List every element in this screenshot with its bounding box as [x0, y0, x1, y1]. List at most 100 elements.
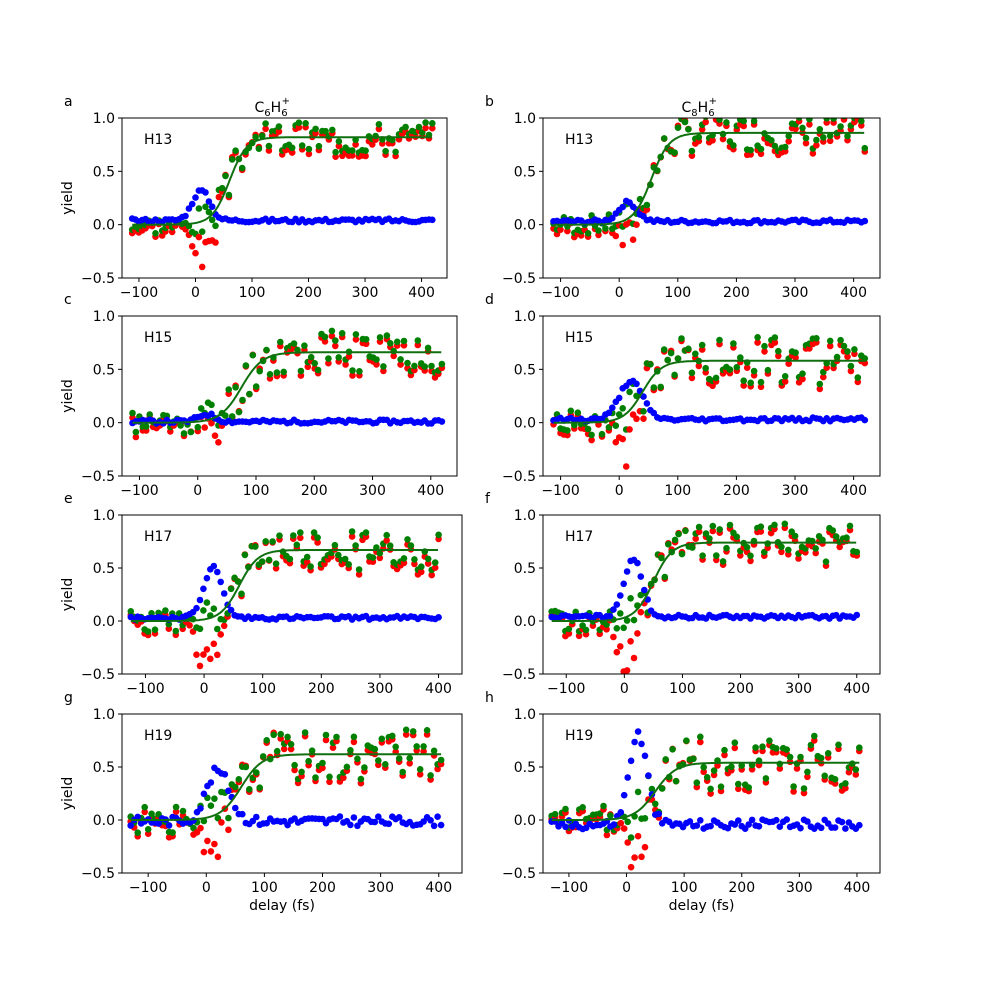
green-point — [627, 595, 634, 602]
x-tick-label: 300 — [782, 483, 809, 499]
green-point — [322, 127, 329, 135]
red-point — [200, 848, 208, 856]
green-point — [169, 829, 176, 836]
red-point — [349, 152, 356, 159]
green-point — [144, 628, 152, 635]
green-point — [207, 802, 215, 809]
green-point — [781, 373, 789, 380]
red-point — [201, 424, 208, 431]
green-point — [778, 543, 785, 551]
x-tick-label: 300 — [786, 880, 813, 896]
red-point — [775, 352, 782, 360]
red-point — [193, 651, 200, 658]
red-point — [352, 336, 360, 343]
blue-point — [371, 818, 379, 826]
green-point — [781, 520, 789, 528]
x-tick-label: 0 — [202, 880, 211, 896]
green-point — [588, 431, 595, 439]
x-tick-label: 100 — [669, 681, 696, 697]
green-point — [768, 137, 775, 144]
red-point — [804, 773, 811, 781]
green-point — [335, 354, 343, 361]
blue-point — [220, 590, 228, 597]
red-point — [220, 622, 228, 630]
green-point — [177, 422, 184, 429]
x-tick-label: 400 — [417, 483, 444, 499]
green-point — [301, 342, 308, 350]
panel-letter: d — [485, 292, 494, 308]
green-point — [634, 788, 642, 796]
green-point — [674, 355, 682, 362]
blue-point — [617, 809, 625, 816]
blue-point — [430, 822, 438, 830]
y-tick-label: 1.0 — [93, 508, 115, 524]
x-tick-label: 200 — [301, 483, 328, 499]
green-point — [349, 147, 356, 154]
red-point — [643, 206, 651, 213]
green-point — [295, 119, 303, 126]
green-point — [757, 523, 765, 530]
blue-point — [562, 823, 569, 831]
plot-area-h — [548, 728, 863, 871]
green-point — [821, 772, 828, 780]
green-point — [707, 785, 714, 793]
x-tick-label: 100 — [664, 483, 691, 499]
blue-point — [429, 216, 436, 224]
green-point — [132, 428, 140, 436]
green-point — [376, 334, 384, 341]
green-point — [134, 829, 141, 836]
panel-letter: h — [485, 690, 494, 706]
red-point — [168, 228, 176, 236]
green-point — [387, 340, 394, 347]
red-point — [557, 226, 564, 233]
red-point — [428, 571, 436, 579]
blue-point — [263, 819, 271, 827]
blue-point — [686, 818, 694, 825]
red-point — [262, 125, 269, 133]
green-point — [252, 543, 259, 550]
panel-h: −100 0 100 200 300 400 −0.5 0.0 0.5 1.0 H19 h delay … — [485, 690, 881, 914]
green-point — [652, 800, 659, 808]
blue-point — [620, 791, 628, 799]
red-point — [776, 765, 784, 772]
y-tick-label: 1.0 — [514, 508, 536, 524]
blue-point — [697, 817, 704, 824]
green-point — [362, 336, 370, 343]
green-point — [212, 222, 219, 230]
green-point — [423, 727, 431, 734]
green-point — [689, 544, 696, 551]
blue-point — [755, 823, 763, 830]
red-point — [225, 826, 232, 834]
red-point — [844, 353, 851, 361]
red-point — [785, 360, 792, 368]
green-point — [397, 356, 404, 363]
y-tick-label: 0.5 — [514, 760, 536, 776]
green-point — [222, 412, 229, 419]
green-point — [692, 350, 699, 358]
red-point — [434, 765, 441, 773]
green-point — [411, 362, 418, 370]
harmonic-label: H19 — [144, 728, 172, 744]
green-point — [392, 148, 399, 156]
green-point — [856, 744, 863, 751]
red-point — [280, 745, 288, 753]
blue-point — [613, 601, 621, 608]
green-point — [698, 341, 706, 349]
green-point — [761, 342, 768, 350]
green-point — [421, 363, 429, 370]
green-point — [699, 552, 706, 559]
green-point — [322, 731, 330, 739]
green-point — [382, 147, 389, 155]
green-point — [830, 118, 837, 122]
blue-point — [610, 606, 617, 613]
red-point — [800, 789, 808, 797]
fit-curve — [132, 136, 432, 226]
green-point — [311, 360, 319, 367]
panel-letter: g — [64, 690, 73, 706]
red-point — [709, 137, 716, 144]
red-point — [812, 549, 819, 557]
green-point — [682, 527, 689, 535]
green-point — [141, 803, 148, 811]
red-point — [329, 744, 337, 751]
blue-point — [804, 818, 811, 825]
